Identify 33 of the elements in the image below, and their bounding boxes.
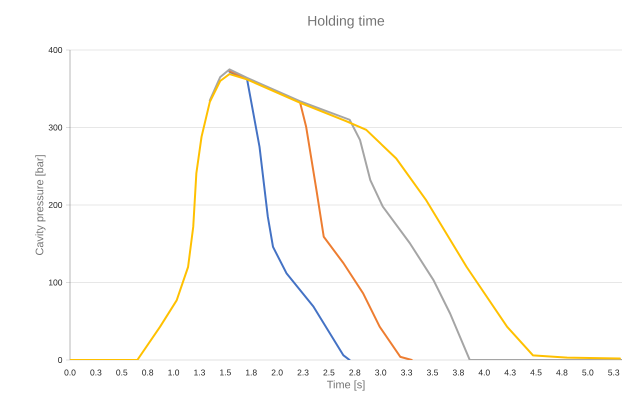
x-tick-label: 2.8 (349, 370, 360, 376)
line-series (208, 68, 622, 360)
x-tick-label: 4.3 (504, 370, 516, 376)
x-tick-label: 0.5 (116, 370, 128, 376)
x-tick-label: 3.5 (426, 370, 438, 376)
x-tick-label: 5.0 (582, 370, 594, 376)
x-tick-label: 1.5 (220, 370, 231, 376)
y-tick-label: 300 (48, 124, 62, 130)
x-axis-title: Time [s] (326, 380, 364, 391)
y-tick-label: 0 (58, 357, 62, 363)
x-tick-label: 2.3 (298, 370, 309, 376)
x-tick-label: 4.0 (478, 370, 490, 376)
x-tick-label: 0.0 (64, 370, 76, 376)
x-tick-label: 0.8 (142, 370, 154, 376)
line-series (228, 70, 351, 360)
y-tick-label: 100 (48, 280, 62, 286)
x-tick-label: 1.0 (168, 370, 180, 376)
x-tick-label: 4.8 (556, 370, 568, 376)
y-axis-title: Cavity pressure [bar] (35, 155, 46, 255)
x-tick-label: 1.8 (246, 370, 257, 376)
x-tick-label: 0.3 (90, 370, 102, 376)
x-tick-label: 5.3 (608, 370, 620, 376)
x-tick-label: 4.5 (530, 370, 542, 376)
chart-title: Holding time (308, 16, 384, 28)
x-tick-label: 3.0 (375, 370, 386, 376)
y-tick-label: 400 (48, 47, 62, 53)
x-tick-label: 3.3 (401, 370, 412, 376)
x-tick-label: 2.0 (272, 370, 283, 376)
line-series (70, 73, 621, 360)
x-tick-label: 1.3 (194, 370, 205, 376)
y-tick-label: 200 (48, 202, 62, 208)
x-tick-label: 2.5 (323, 370, 334, 376)
x-tick-label: 3.8 (452, 370, 464, 376)
